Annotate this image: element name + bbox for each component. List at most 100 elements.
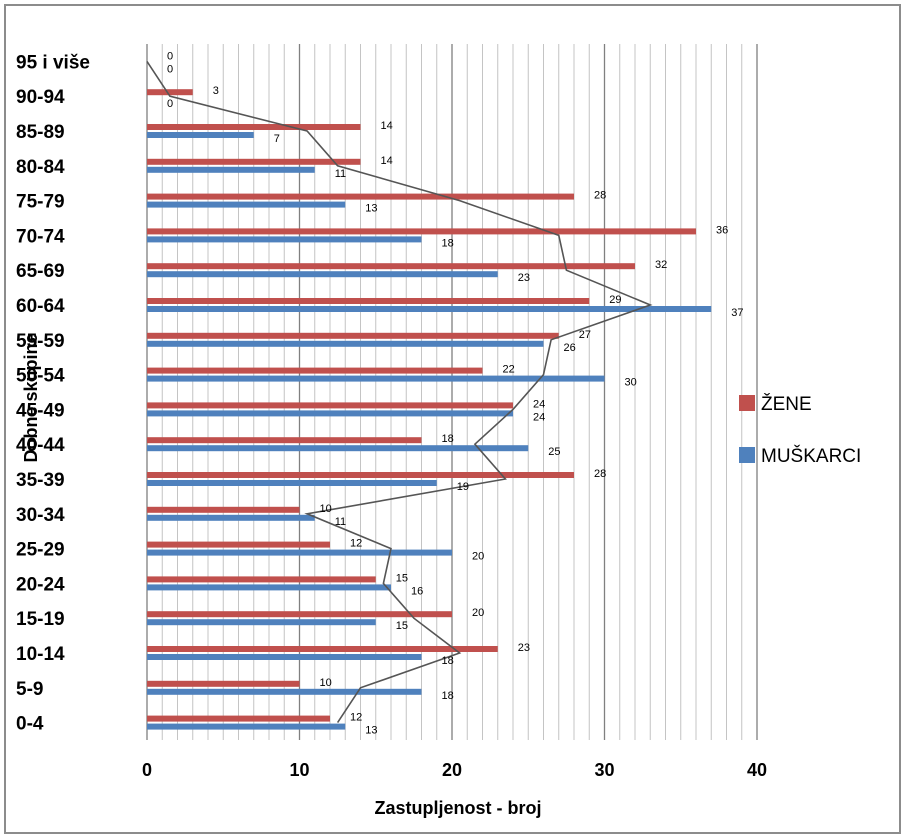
bar-zene — [147, 576, 376, 583]
data-label-muskarci: 11 — [335, 168, 346, 180]
data-label-muskarci: 20 — [472, 551, 484, 563]
data-label-zene: 12 — [350, 712, 362, 724]
bar-muskarci — [147, 654, 422, 660]
data-label-muskarci: 18 — [442, 655, 454, 667]
bar-muskarci — [147, 201, 346, 208]
data-label-muskarci: 13 — [365, 203, 377, 215]
bar-muskarci — [147, 410, 513, 417]
bar-muskarci — [147, 514, 315, 521]
bar-zene — [147, 298, 590, 304]
category-label: 50-54 — [16, 366, 65, 387]
data-label-zene: 15 — [396, 572, 408, 584]
data-label-zene: 0 — [167, 50, 173, 62]
category-label: 5-9 — [16, 679, 43, 700]
bar-muskarci — [147, 132, 254, 138]
legend-label: MUŠKARCI — [761, 445, 861, 467]
data-label-zene: 23 — [518, 642, 530, 654]
bars — [147, 89, 712, 730]
bar-muskarci — [147, 619, 376, 626]
x-tick-label: 0 — [142, 760, 152, 780]
bar-zene — [147, 646, 498, 652]
category-label: 45-49 — [16, 400, 65, 421]
x-axis-title: Zastupljenost - broj — [374, 798, 541, 818]
data-label-muskarci: 16 — [411, 585, 423, 597]
data-label-zene: 10 — [320, 503, 332, 515]
data-label-muskarci: 13 — [365, 725, 377, 737]
data-label-muskarci: 19 — [457, 481, 469, 493]
population-bar-chart: 0030147141128133618322329372726223024241… — [16, 44, 861, 818]
legend-swatch — [739, 447, 755, 463]
x-tick-label: 30 — [594, 760, 614, 780]
grid-lines — [146, 44, 758, 740]
data-label-zene: 10 — [320, 677, 332, 689]
category-label: 15-19 — [16, 609, 65, 630]
data-label-muskarci: 30 — [625, 377, 637, 389]
category-label: 0-4 — [16, 714, 44, 735]
bar-zene — [147, 124, 361, 130]
chart-frame: 0 0 3 0 14 7 14 11 28 13 36 18 32 23 29 37 27 26 22 30 24 24 1… — [4, 4, 901, 834]
category-label: 20-24 — [16, 574, 65, 595]
legend-label: ŽENE — [761, 393, 812, 415]
category-label: 95 i više — [16, 52, 90, 73]
data-label-muskarci: 23 — [518, 272, 530, 284]
bar-muskarci — [147, 306, 712, 312]
bar-zene — [147, 402, 513, 409]
x-tick-label: 20 — [442, 760, 462, 780]
category-label: 75-79 — [16, 192, 65, 213]
data-label-muskarci: 7 — [274, 133, 280, 145]
bar-zene — [147, 332, 559, 339]
category-label: 30-34 — [16, 505, 65, 526]
data-label-muskarci: 15 — [396, 620, 408, 632]
category-label: 85-89 — [16, 122, 65, 143]
data-label-muskarci: 37 — [731, 307, 743, 319]
category-label: 35-39 — [16, 470, 65, 491]
category-label: 25-29 — [16, 540, 65, 561]
data-label-muskarci: 18 — [442, 237, 454, 249]
data-label-muskarci: 18 — [442, 690, 454, 702]
bar-zene — [147, 472, 574, 478]
category-label: 10-14 — [16, 644, 65, 665]
data-label-zene: 28 — [594, 468, 606, 480]
bar-muskarci — [147, 584, 391, 591]
bar-zene — [147, 541, 330, 548]
x-tick-label: 40 — [747, 760, 767, 780]
category-label: 40-44 — [16, 435, 65, 456]
bar-muskarci — [147, 236, 422, 243]
bar-zene — [147, 228, 696, 235]
average-trend-line — [146, 60, 653, 724]
category-label: 90-94 — [16, 87, 65, 108]
bar-zene — [147, 680, 300, 687]
data-label-muskarci: 11 — [335, 516, 346, 528]
data-label-zene: 18 — [442, 433, 454, 445]
trend-line — [146, 60, 653, 724]
data-label-zene: 27 — [579, 329, 591, 341]
category-label: 60-64 — [16, 296, 65, 317]
bar-muskarci — [147, 166, 315, 173]
data-label-zene: 36 — [716, 224, 728, 236]
data-label-zene: 20 — [472, 607, 484, 619]
bar-zene — [147, 367, 483, 374]
bar-zene — [147, 506, 300, 513]
data-label-zene: 29 — [609, 294, 621, 306]
bar-zene — [147, 437, 422, 444]
bar-zene — [147, 263, 635, 270]
data-label-zene: 28 — [594, 190, 606, 202]
data-label-zene: 22 — [503, 364, 515, 376]
category-labels: 95 i više 90-94 85-89 80-84 75-79 70-74 65-69 6… — [16, 52, 90, 734]
y-axis-title: Dobne skupine — [21, 333, 41, 462]
data-label-zene: 14 — [381, 155, 393, 167]
data-label-zene: 14 — [381, 120, 393, 132]
category-label: 80-84 — [16, 157, 65, 178]
data-labels: 0030147141128133618322329372726223024241… — [167, 50, 744, 736]
data-label-muskarci: 25 — [548, 446, 560, 458]
bar-zene — [147, 193, 574, 200]
bar-muskarci — [147, 445, 529, 452]
legend: ŽENE MUŠKARCI — [739, 393, 861, 467]
data-label-muskarci: 24 — [533, 411, 545, 423]
bar-muskarci — [147, 271, 498, 278]
data-label-muskarci: 0 — [167, 98, 173, 110]
category-label: 65-69 — [16, 261, 65, 282]
data-label-zene: 3 — [213, 85, 219, 97]
bar-zene — [147, 89, 193, 96]
x-tick-label: 10 — [289, 760, 309, 780]
